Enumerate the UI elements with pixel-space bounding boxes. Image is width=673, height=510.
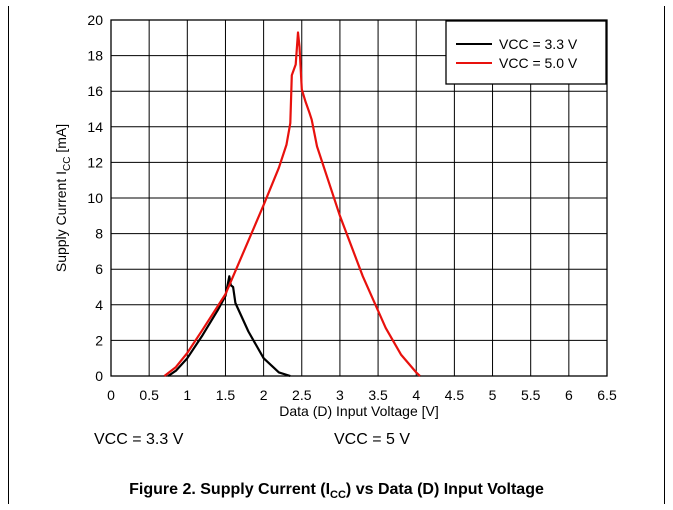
y-tick-label: 2: [95, 332, 103, 348]
y-tick-label: 0: [95, 368, 103, 384]
y-tick-labels: 0 2 4 6 8 10 12 14 16 18 20: [87, 12, 103, 384]
series-lines: [163, 31, 421, 378]
y-axis-label-subscript: CC: [62, 157, 73, 171]
series-line-vcc-5v0: [163, 31, 421, 377]
y-tick-label: 14: [87, 119, 103, 135]
x-tick-label: 1: [183, 387, 191, 403]
x-axis-label: Data (D) Input Voltage [V]: [279, 403, 439, 419]
x-tick-label: 0: [107, 387, 115, 403]
caption-subscript: CC: [330, 489, 346, 502]
figure-caption: Figure 2. Supply Current (ICC) vs Data (…: [0, 481, 673, 501]
caption-prefix: Figure 2. Supply Current (I: [129, 481, 331, 498]
x-tick-label: 4.5: [445, 387, 465, 403]
figure-frame: [8, 6, 665, 504]
x-tick-label: 6: [565, 387, 573, 403]
y-tick-label: 12: [87, 154, 103, 170]
y-tick-label: 4: [95, 297, 103, 313]
legend-box: [445, 20, 607, 85]
y-tick-label: 10: [87, 190, 103, 206]
condition-label-left: VCC = 3.3 V: [94, 431, 184, 448]
condition-label-right: VCC = 5 V: [334, 431, 411, 448]
plot-area-border: [110, 19, 608, 377]
legend: VCC = 3.3 V VCC = 5.0 V: [445, 20, 607, 85]
caption-suffix: ) vs Data (D) Input Voltage: [345, 481, 544, 498]
x-tick-label: 3: [336, 387, 344, 403]
x-tick-label: 0.5: [139, 387, 159, 403]
x-tick-labels: 0 0.5 1 1.5 2 2.5 3 3.5 4 4.5 5 5.5 6 6.5: [107, 387, 617, 403]
y-tick-label: 8: [95, 226, 103, 242]
legend-label-vcc-3v3: VCC = 3.3 V: [499, 36, 578, 52]
x-tick-label: 3.5: [368, 387, 388, 403]
y-axis-label-suffix: [mA]: [53, 124, 69, 157]
x-tick-label: 2: [260, 387, 268, 403]
y-axis-label-prefix: Supply Current I: [53, 171, 69, 272]
x-tick-label: 5.5: [521, 387, 541, 403]
legend-label-vcc-5v0: VCC = 5.0 V: [499, 55, 578, 71]
x-tick-label: 6.5: [597, 387, 617, 403]
y-axis-label: Supply Current ICC [mA]: [53, 124, 73, 272]
series-line-vcc-3v3: [167, 275, 291, 378]
y-tick-label: 18: [87, 48, 103, 64]
y-tick-label: 6: [95, 261, 103, 277]
x-tick-label: 1.5: [216, 387, 236, 403]
x-tick-label: 4: [412, 387, 420, 403]
supply-current-chart: 0 0.5 1 1.5 2 2.5 3 3.5 4 4.5 5 5.5 6 6.5 0 2 4 6 8 10 12 14…: [53, 12, 617, 419]
y-tick-label: 16: [87, 83, 103, 99]
x-tick-label: 5: [489, 387, 497, 403]
y-tick-label: 20: [87, 12, 103, 28]
x-tick-label: 2.5: [292, 387, 312, 403]
